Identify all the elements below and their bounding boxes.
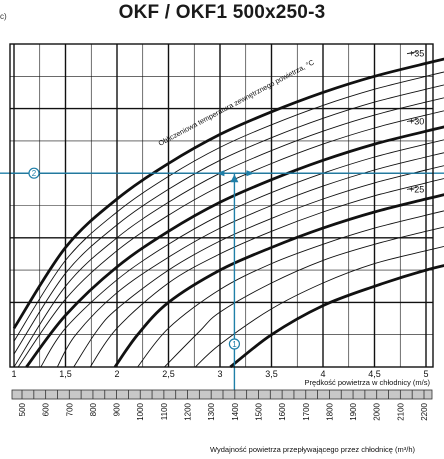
x-axis: 1 1,5 2 2,5 3 3,5 4 4,5 5 [11, 369, 428, 379]
series-line [13, 97, 444, 368]
annotations: 12 [0, 167, 444, 395]
chart-title: OKF / OKF1 500x250-3 [118, 2, 326, 23]
curves: +35 +30 +25 [12, 49, 444, 369]
temperature-leader [406, 119, 418, 122]
series-line [89, 178, 444, 368]
series-line [40, 139, 444, 368]
arrow-left-icon [216, 170, 225, 177]
series-line [56, 152, 444, 368]
flow-tick-label: 1200 [184, 402, 193, 420]
flow-tick-label: 2000 [373, 402, 382, 420]
flow-tick-label: 600 [42, 402, 51, 416]
temperature-label: +30 [409, 117, 424, 127]
series-line [113, 193, 444, 368]
x-tick-label: 4,5 [368, 369, 381, 379]
arrow-right-icon [246, 170, 255, 177]
x-tick-label: 1,5 [59, 369, 72, 379]
series-line [137, 210, 444, 368]
x-tick-label: 5 [423, 369, 428, 379]
flow-tick-label: 2100 [396, 402, 405, 420]
flow-tick-label: 900 [113, 402, 122, 416]
series-line [12, 57, 444, 329]
flow-tick-label: 1500 [254, 402, 263, 420]
flow-tick-label: 1800 [325, 402, 334, 420]
x-tick-label: 3 [217, 369, 222, 379]
flow-tick-label: 1300 [207, 402, 216, 420]
x-tick-label: 1 [11, 369, 16, 379]
flow-tick-label: 1700 [302, 402, 311, 420]
flow-tick-label: 1400 [231, 402, 240, 420]
temperature-label: +35 [409, 49, 424, 59]
plot-frame [9, 43, 434, 368]
x-axis-label: Prędkość powietrza w chłodnicy (m/s) [305, 378, 431, 387]
marker-label: 1 [232, 340, 237, 349]
flow-tick-label: 1100 [160, 402, 169, 420]
flow-tick-label: 1900 [349, 402, 358, 420]
flow-tick-label: 2200 [420, 402, 429, 420]
flow-tick-label: 1600 [278, 402, 287, 420]
corner-label: c) [0, 12, 7, 21]
flow-tick-label: 500 [18, 402, 27, 416]
temperature-leader [406, 51, 418, 55]
flow-scale: 500 600 700 800 900 1000 1100 1200 1300 1400 1500 1… [11, 389, 433, 421]
series-line [229, 264, 444, 369]
flow-tick-label: 800 [89, 402, 98, 416]
series-line [194, 245, 444, 368]
flow-scale-bar [11, 389, 433, 400]
x-tick-label: 3,5 [265, 369, 278, 379]
flow-tick-label: 1000 [136, 402, 145, 420]
arrow-up-icon [230, 174, 239, 183]
flow-tick-label: 700 [65, 402, 74, 416]
marker-label: 2 [32, 169, 37, 178]
marker-circle [28, 167, 40, 179]
series-line [164, 226, 444, 368]
x-tick-label: 2,5 [162, 369, 175, 379]
series-line [13, 84, 444, 355]
series-line [73, 165, 444, 368]
series-line [13, 71, 444, 342]
x-tick-label: 4 [320, 369, 325, 379]
temperature-label: +25 [409, 184, 424, 194]
marker-circle [228, 338, 241, 350]
flow-axis-label: Wydajność powietrza przepływającego prze… [210, 445, 416, 454]
x-tick-label: 2 [114, 369, 119, 379]
series-line [25, 125, 444, 368]
temperature-leader [406, 186, 418, 190]
grid [10, 44, 433, 367]
